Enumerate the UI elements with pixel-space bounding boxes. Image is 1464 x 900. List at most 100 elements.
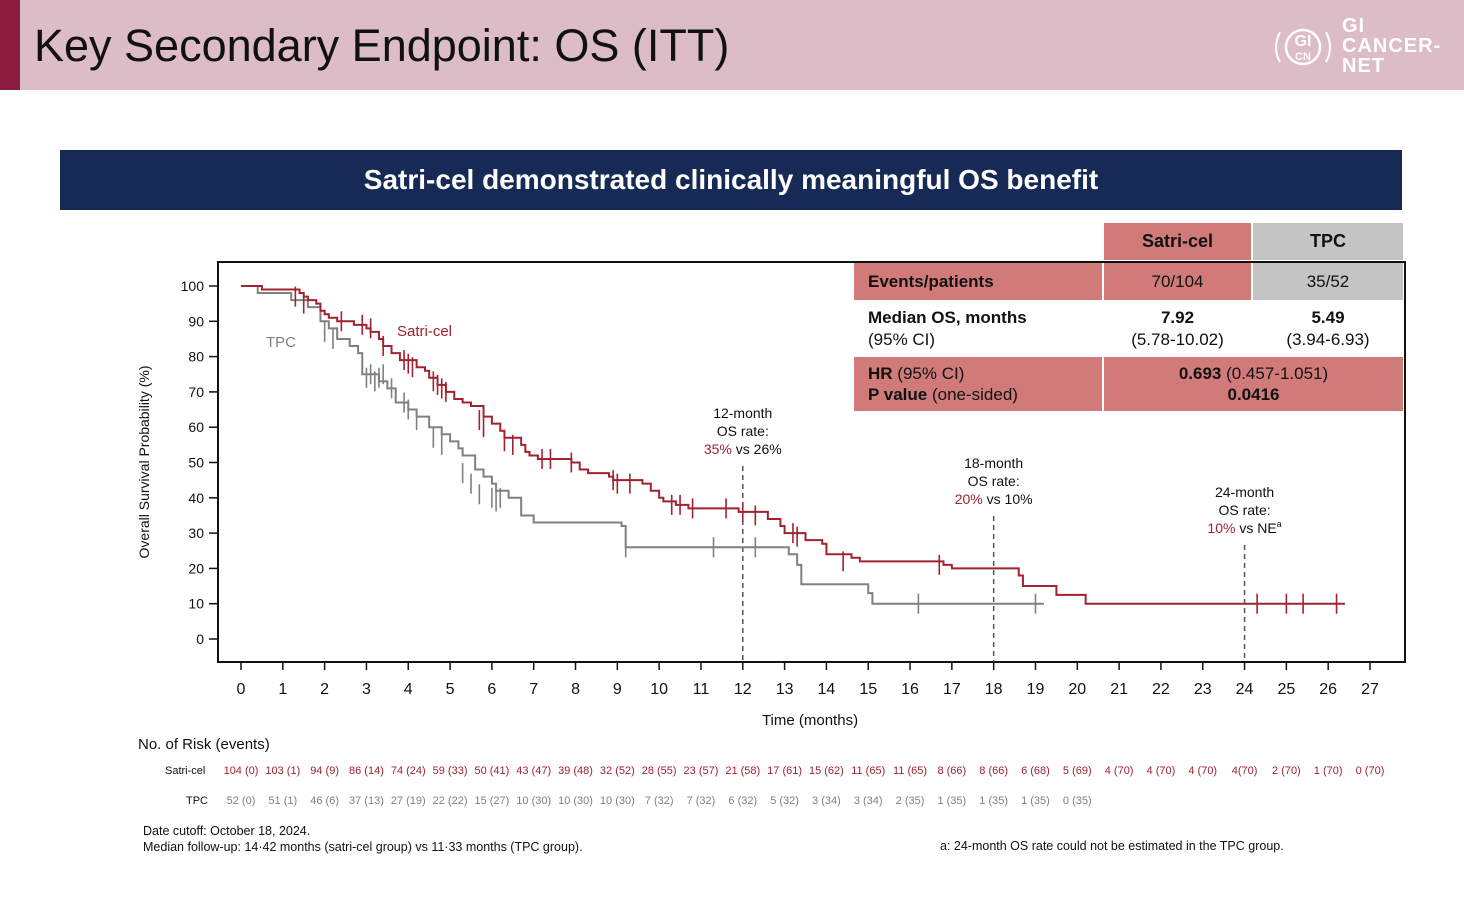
x-tick-label: 22 [1152,681,1170,698]
risk-value: 103 (1) [265,765,301,777]
annotation-subtitle: OS rate: [717,423,769,439]
hr-value: 0.693 [1178,364,1222,383]
y-tick-label: 80 [188,349,204,365]
annotation-tpc-rate: vs 10% [983,491,1033,507]
logo-line-3: NET [1342,55,1385,77]
median-tpc: 5.49 [1311,308,1345,327]
risk-value: 6 (32) [728,795,758,807]
x-tick-label: 7 [529,681,538,698]
risk-value: 4 (70) [1104,765,1134,777]
median-label-cell: Median OS, months (95% CI) [854,303,1102,355]
risk-value: 74 (24) [390,765,426,777]
hr-label-ci: (95% CI) [892,364,965,383]
x-tick-label: 3 [362,681,371,698]
slide-title: Key Secondary Endpoint: OS (ITT) [34,20,730,71]
risk-value: 27 (19) [390,795,426,807]
x-tick-label: 20 [1068,681,1086,698]
x-tick-label: 13 [776,681,794,698]
risk-value: 1 (70) [1313,765,1343,777]
risk-value: 2 (35) [895,795,925,807]
annotation-title: 12-month [713,405,772,421]
risk-value: 32 (52) [599,765,635,777]
x-tick-label: 8 [571,681,580,698]
annotation-title: 24-month [1215,484,1274,500]
median-label: Median OS, months [868,308,1027,327]
risk-value: 7 (32) [686,795,716,807]
legend-satri: Satri-cel [397,323,452,340]
annotation-satri-rate: 35% [704,441,732,457]
annotation-title: 18-month [964,455,1023,471]
stats-header-tpc: TPC [1253,223,1403,260]
risk-value: 0 (35) [1062,795,1092,807]
y-tick-label: 20 [188,560,204,576]
x-tick-label: 9 [613,681,622,698]
annotation-subtitle: OS rate: [1218,502,1270,518]
footnote-right: a: 24-month OS rate could not be estimat… [940,839,1284,853]
risk-value: 3 (34) [853,795,883,807]
risk-value: 0 (70) [1355,765,1385,777]
axis-ticks: 0 1 2 3 4 5 6 7 8 9 10 11 12 13 14 15 16 17 18 19 20 21 22 23 24… [181,278,1379,698]
x-tick-label: 12 [734,681,752,698]
stats-header-satri: Satri-cel [1104,223,1251,260]
x-tick-label: 27 [1361,681,1379,698]
y-tick-label: 70 [188,384,204,400]
events-label: Events/patients [868,272,994,291]
logo-wordmark: GI CANCER- NET [1342,16,1441,76]
risk-value: 10 (30) [599,795,635,807]
annotation-tpc-rate: vs NE [1235,520,1276,536]
satri-curve [241,285,1345,605]
risk-value: 15 (62) [808,765,844,777]
risk-value: 5 (69) [1062,765,1092,777]
legend-tpc: TPC [266,334,296,351]
key-message-banner: Satri-cel demonstrated clinically meanin… [60,150,1402,210]
x-tick-label: 4 [404,681,413,698]
risk-row-label-tpc: TPC [186,795,208,807]
risk-value: 6 (68) [1021,765,1050,777]
annotation-subtitle: OS rate: [968,473,1020,489]
annotation-rates: 20% vs 10% [955,491,1033,507]
x-tick-label: 15 [859,681,877,698]
hr-label: HR [868,364,893,383]
x-tick-label: 17 [943,681,961,698]
events-tpc: 35/52 [1306,272,1350,291]
annotation-rates: 10% vs NEa [1207,519,1281,536]
risk-value: 37 (13) [349,795,384,807]
y-tick-label: 50 [188,455,204,471]
median-ci-label: (95% CI) [868,330,936,349]
y-tick-label: 0 [196,631,204,647]
risk-value: 1 (35) [979,795,1009,807]
hr-value-ci: (0.457-1.051) [1221,364,1329,383]
y-tick-label: 10 [188,596,204,612]
risk-value: 3 (34) [812,795,841,807]
risk-value: 28 (55) [641,765,677,777]
x-tick-label: 1 [278,681,287,698]
stats-header-tpc-label: TPC [1310,231,1346,251]
risk-value: 1 (35) [1021,795,1050,807]
risk-value: 86 (14) [349,765,384,777]
logo-line-2: CANCER- [1342,35,1442,57]
x-tick-label: 26 [1319,681,1337,698]
risk-value: 50 (41) [474,765,510,777]
risk-value: 11 (65) [893,765,928,777]
logo-badge-top: GI [1295,33,1312,50]
risk-value: 22 (22) [432,795,468,807]
x-axis-label: Time (months) [762,712,858,729]
risk-value: 10 (30) [516,795,552,807]
x-tick-label: 25 [1277,681,1295,698]
logo-badge-bottom: CN [1295,51,1311,63]
median-satri-ci: (5.78-10.02) [1131,330,1224,349]
y-tick-label: 100 [181,278,205,294]
annotation-footnote-marker: a [1277,519,1282,529]
median-satri-cell: 7.92 (5.78-10.02) [1104,303,1251,355]
median-tpc-ci: (3.94-6.93) [1286,330,1370,349]
risk-value: 7 (32) [644,795,674,807]
risk-value: 2 (70) [1271,765,1301,777]
x-tick-label: 2 [320,681,329,698]
curves [241,285,1345,614]
x-tick-label: 21 [1110,681,1128,698]
risk-value: 46 (6) [310,795,339,807]
median-satri: 7.92 [1160,308,1195,327]
p-label-side: (one-sided) [927,385,1018,404]
x-tick-label: 5 [446,681,455,698]
